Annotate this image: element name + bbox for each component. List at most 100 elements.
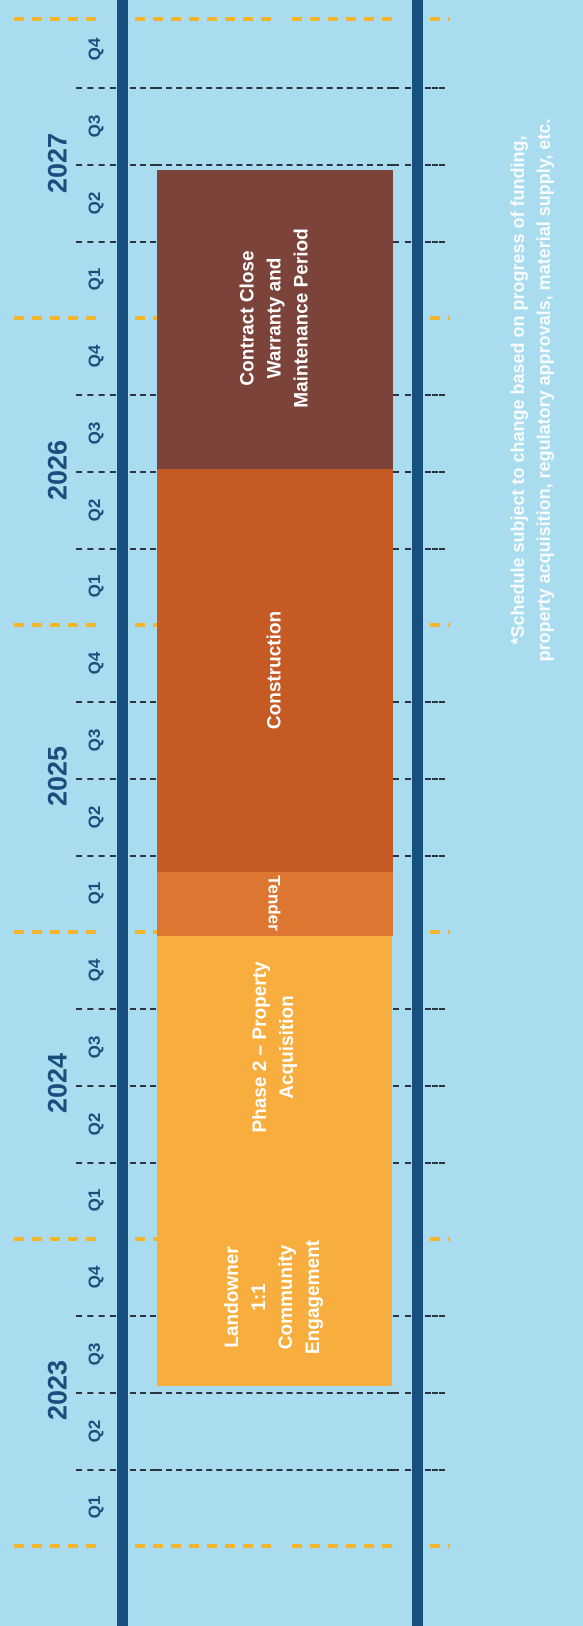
- quarter-gridline: [425, 164, 445, 166]
- year-label-2024: 2024: [42, 1052, 73, 1114]
- phase-label-close: Contract Close Warranty and Maintenance …: [235, 228, 316, 408]
- year-boundary-tick: [135, 17, 275, 21]
- year-boundary-tick: [430, 17, 450, 21]
- quarter-gridline: [425, 87, 445, 89]
- phase-label-line: Engagement: [303, 1239, 324, 1355]
- quarter-gridline: [76, 1162, 116, 1164]
- quarter-gridline: [393, 241, 411, 243]
- note-line: *Schedule subject to change based on pro…: [508, 135, 528, 645]
- quarter-gridline: [130, 241, 156, 243]
- quarter-label: Q2: [85, 1419, 104, 1443]
- quarter-gridline: [393, 1315, 411, 1317]
- phase-label-engagement: Landowner 1:1 Community Engagement: [219, 1240, 327, 1354]
- quarter-gridline: [76, 394, 116, 396]
- quarter-label: Q2: [85, 1112, 104, 1136]
- right-timeline-rail: [412, 0, 423, 1626]
- quarter-gridline: [425, 1162, 445, 1164]
- quarter-gridline: [156, 1392, 393, 1394]
- phase-label-line: Community: [276, 1244, 297, 1350]
- quarter-gridline: [393, 1162, 411, 1164]
- quarter-gridline: [393, 471, 411, 473]
- quarter-label: Q2: [85, 805, 104, 829]
- year-label-2027: 2027: [42, 132, 73, 194]
- quarter-gridline: [130, 1008, 156, 1010]
- year-boundary-tick: [430, 623, 450, 627]
- quarter-gridline: [393, 701, 411, 703]
- year-boundary-tick: [14, 1237, 100, 1241]
- left-timeline-rail: [117, 0, 128, 1626]
- year-label-2023: 2023: [42, 1359, 73, 1421]
- quarter-gridline: [76, 1085, 116, 1087]
- quarter-gridline: [393, 164, 411, 166]
- quarter-gridline: [76, 241, 116, 243]
- quarter-label: Q1: [85, 574, 104, 598]
- quarter-gridline: [130, 778, 156, 780]
- year-boundary-tick: [14, 623, 100, 627]
- quarter-label: Q4: [85, 958, 104, 982]
- year-boundary-tick: [292, 17, 395, 21]
- quarter-label: Q1: [85, 267, 104, 291]
- quarter-gridline: [130, 1315, 156, 1317]
- quarter-gridline: [393, 1469, 411, 1471]
- quarter-gridline: [130, 701, 156, 703]
- phase-label-line: Acquisition: [277, 995, 298, 1099]
- quarter-gridline: [130, 1469, 156, 1471]
- quarter-label: Q3: [85, 114, 104, 138]
- quarter-gridline: [76, 87, 116, 89]
- quarter-gridline: [130, 87, 156, 89]
- quarter-gridline: [425, 855, 445, 857]
- quarter-gridline: [76, 1469, 116, 1471]
- phase-label-line: Tender: [264, 875, 284, 931]
- quarter-gridline: [425, 1008, 445, 1010]
- year-boundary-tick: [135, 1544, 275, 1548]
- quarter-gridline: [130, 1392, 156, 1394]
- year-boundary-tick: [14, 17, 100, 21]
- year-label-2026: 2026: [42, 439, 73, 501]
- quarter-label: Q3: [85, 421, 104, 445]
- quarter-gridline: [156, 87, 393, 89]
- phase-block-tender: [157, 872, 393, 936]
- quarter-gridline: [76, 855, 116, 857]
- quarter-gridline: [425, 778, 445, 780]
- schedule-disclaimer-note: *Schedule subject to change based on pro…: [505, 119, 557, 662]
- quarter-gridline: [130, 1162, 156, 1164]
- quarter-gridline: [130, 394, 156, 396]
- phase-block-close: [157, 170, 393, 469]
- phase-label-tender: Tender: [261, 875, 288, 930]
- quarter-label: Q2: [85, 191, 104, 215]
- quarter-gridline: [393, 87, 411, 89]
- quarter-gridline: [76, 164, 116, 166]
- quarter-gridline: [156, 164, 393, 166]
- phase-label-line: Landowner: [222, 1246, 243, 1348]
- year-boundary-tick: [14, 1544, 100, 1548]
- quarter-gridline: [425, 548, 445, 550]
- quarter-label: Q2: [85, 498, 104, 522]
- quarter-gridline: [76, 778, 116, 780]
- quarter-gridline: [425, 471, 445, 473]
- note-line: property acquisition, regulatory approva…: [534, 118, 554, 662]
- quarter-label: Q3: [85, 728, 104, 752]
- quarter-gridline: [425, 1469, 445, 1471]
- quarter-gridline: [425, 241, 445, 243]
- quarter-label: Q3: [85, 1035, 104, 1059]
- phase-label-line: Construction: [264, 610, 286, 730]
- year-boundary-tick: [14, 316, 100, 320]
- quarter-gridline: [76, 1315, 116, 1317]
- quarter-gridline: [130, 471, 156, 473]
- year-boundary-tick: [430, 1237, 450, 1241]
- quarter-label: Q1: [85, 1495, 104, 1519]
- quarter-gridline: [393, 548, 411, 550]
- quarter-label: Q4: [85, 651, 104, 675]
- quarter-gridline: [393, 778, 411, 780]
- quarter-gridline: [393, 855, 411, 857]
- quarter-gridline: [130, 1085, 156, 1087]
- quarter-label: Q3: [85, 1342, 104, 1366]
- quarter-gridline: [425, 394, 445, 396]
- quarter-gridline: [76, 471, 116, 473]
- quarter-gridline: [425, 701, 445, 703]
- quarter-gridline: [393, 1392, 411, 1394]
- quarter-gridline: [76, 1392, 116, 1394]
- phase-label-line: 1:1: [249, 1283, 270, 1311]
- quarter-label: Q1: [85, 881, 104, 905]
